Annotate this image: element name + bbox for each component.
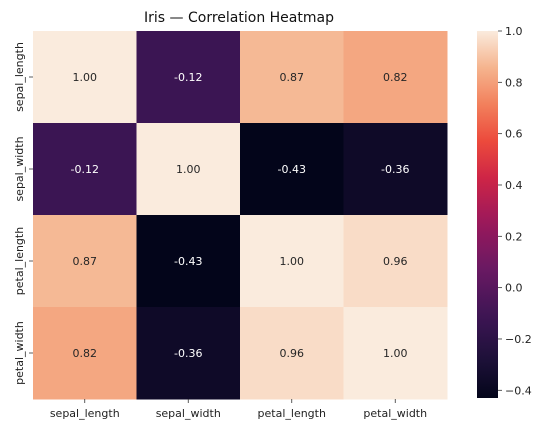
cell-value-label: 0.96 (383, 255, 408, 268)
x-tick-label: sepal_width (156, 407, 221, 420)
colorbar-tick-label: 0.8 (505, 76, 523, 89)
heatmap-cell (136, 215, 241, 308)
cell-value-label: -0.43 (174, 255, 202, 268)
cell-value-label: 1.00 (280, 255, 305, 268)
heatmap-cell (343, 307, 448, 400)
x-tick-label: sepal_length (50, 407, 120, 420)
colorbar-tick-label: 0.0 (505, 282, 523, 295)
cell-value-label: 0.87 (280, 71, 305, 84)
y-axis: sepal_length sepal_width petal_lengthpetal… (13, 42, 33, 385)
colorbar-tick-label: −0.2 (505, 333, 532, 346)
y-tick-label: sepal_length (13, 42, 26, 112)
heatmap-cell (240, 307, 344, 400)
colorbar-tick-label: 0.6 (505, 128, 523, 141)
x-tick-label: petal_length (258, 407, 326, 420)
cell-value-label: -0.12 (174, 71, 202, 84)
colorbar-tick-label: 0.2 (505, 230, 523, 243)
y-tick-label: sepal_width (13, 136, 26, 201)
heatmap-cell (240, 215, 344, 308)
heatmap-cell (343, 31, 448, 124)
heatmap-cell (33, 215, 137, 308)
colorbar: 1.0 0.8 0.6 0.4 0.2 0.0 −0.2 −0.4 (477, 25, 532, 398)
cell-value-label: -0.36 (381, 163, 409, 176)
heatmap-cell (343, 215, 448, 308)
cell-value-label: -0.43 (278, 163, 306, 176)
heatmap-cell (33, 307, 137, 400)
colorbar-ticks: 1.0 0.8 0.6 0.4 0.2 0.0 −0.2 −0.4 (498, 25, 532, 397)
heatmap-cell (136, 123, 241, 216)
colorbar-tick-label: 1.0 (505, 25, 523, 38)
cell-value-label: 0.96 (280, 347, 305, 360)
y-tick-label: petal_length (13, 227, 26, 295)
heatmap-cell (136, 31, 241, 124)
heatmap-cell (33, 31, 137, 124)
chart-title: Iris — Correlation Heatmap (144, 10, 334, 26)
x-axis: sepal_length sepal_width petal_length petal… (50, 399, 427, 420)
heatmap-cell (240, 123, 344, 216)
cell-value-label: 1.00 (383, 347, 408, 360)
heatmap-cell (343, 123, 448, 216)
heatmap-cell (136, 307, 241, 400)
colorbar-gradient (477, 31, 498, 398)
cell-value-label: 1.00 (176, 163, 201, 176)
cell-value-label: 0.82 (73, 347, 98, 360)
heatmap-cell (240, 31, 344, 124)
cell-value-label: 0.82 (383, 71, 408, 84)
cell-value-label: 1.00 (73, 71, 98, 84)
colorbar-tick-label: −0.4 (505, 384, 532, 397)
heatmap-cell (33, 123, 137, 216)
y-tick-label: petal_width (13, 321, 26, 385)
cell-value-label: -0.12 (71, 163, 99, 176)
x-tick-label: petal_width (363, 407, 427, 420)
heatmap-cells: 1.00 -0.12 0.87 0.82 -0.12 1.00 -0.43 -0.36 0.87… (33, 31, 448, 400)
cell-value-label: 0.87 (73, 255, 98, 268)
cell-value-label: -0.36 (174, 347, 202, 360)
colorbar-tick-label: 0.4 (505, 179, 523, 192)
